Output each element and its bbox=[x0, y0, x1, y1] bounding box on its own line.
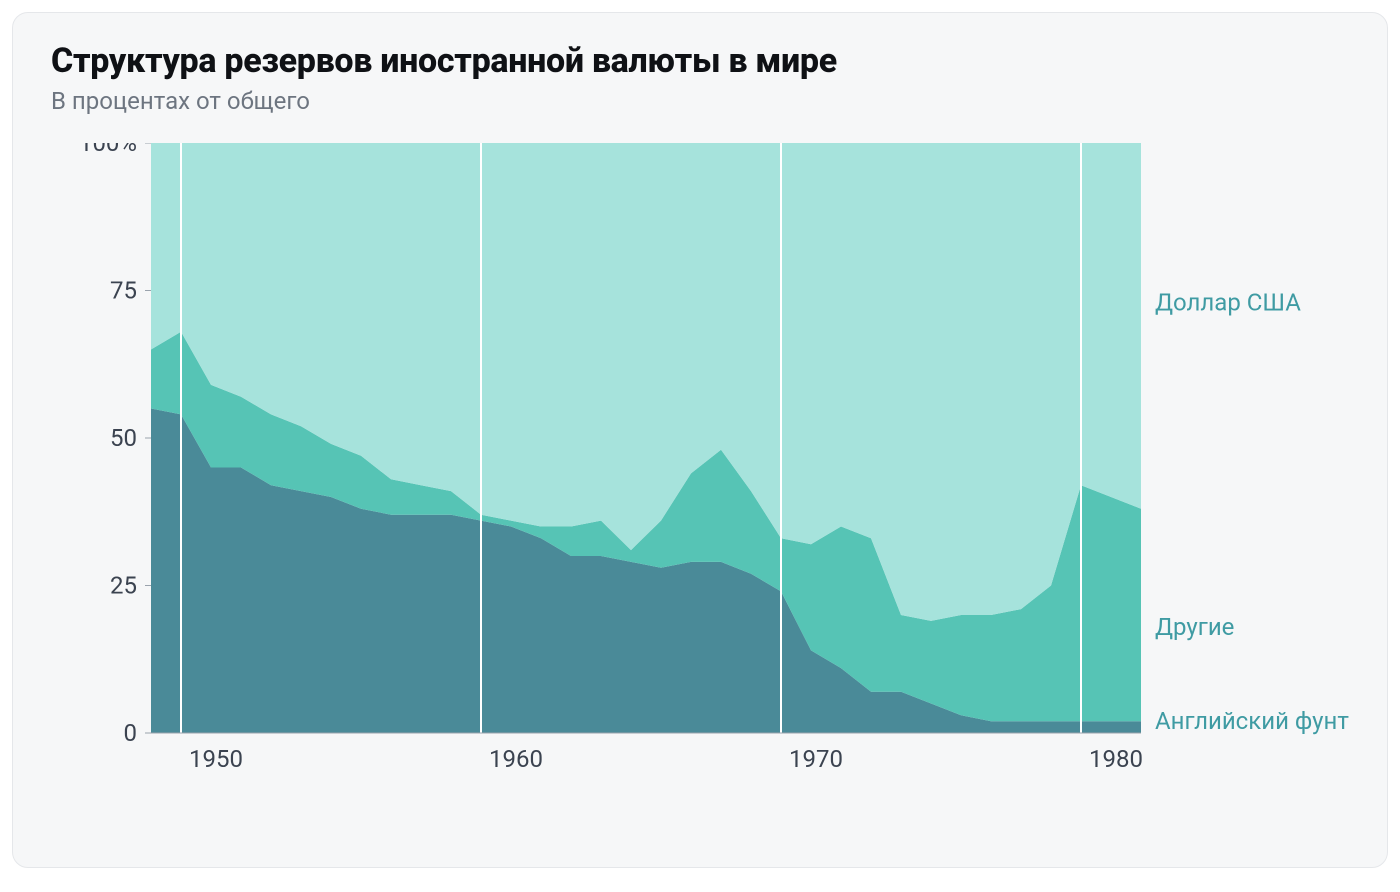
x-tick: 1970 bbox=[789, 745, 843, 773]
x-tick-label: 1980 bbox=[1089, 745, 1143, 773]
stacked-area-chart: 0 25 50 75 100% 1950 1960 1970 1980 Английский фу… bbox=[51, 143, 1351, 823]
series-label: Английский фунт bbox=[1155, 707, 1349, 735]
x-tick-label: 1960 bbox=[489, 745, 543, 773]
x-tick: 1960 bbox=[489, 745, 543, 773]
x-tick: 1980 bbox=[1089, 745, 1143, 773]
y-tick: 25 bbox=[110, 572, 151, 600]
y-tick-label: 25 bbox=[110, 572, 137, 600]
chart-subtitle: В процентах от общего bbox=[51, 87, 1357, 115]
chart-title: Структура резервов иностранной валюты в … bbox=[51, 41, 1357, 81]
y-tick: 100% bbox=[79, 143, 151, 157]
y-tick-label: 50 bbox=[110, 424, 137, 452]
y-tick: 0 bbox=[124, 719, 152, 747]
y-tick: 50 bbox=[110, 424, 151, 452]
y-tick-label: 75 bbox=[110, 277, 137, 305]
y-tick-label: 0 bbox=[124, 719, 138, 747]
chart-area: 0 25 50 75 100% 1950 1960 1970 1980 Английский фу… bbox=[51, 143, 1357, 843]
y-tick-label: 100% bbox=[79, 143, 137, 157]
x-tick-label: 1970 bbox=[789, 745, 843, 773]
series-label: Доллар США bbox=[1155, 288, 1301, 316]
y-tick: 75 bbox=[110, 277, 151, 305]
x-tick: 1950 bbox=[189, 745, 243, 773]
series-label: Другие bbox=[1155, 613, 1234, 641]
chart-card: Структура резервов иностранной валюты в … bbox=[12, 12, 1388, 868]
x-tick-label: 1950 bbox=[189, 745, 243, 773]
